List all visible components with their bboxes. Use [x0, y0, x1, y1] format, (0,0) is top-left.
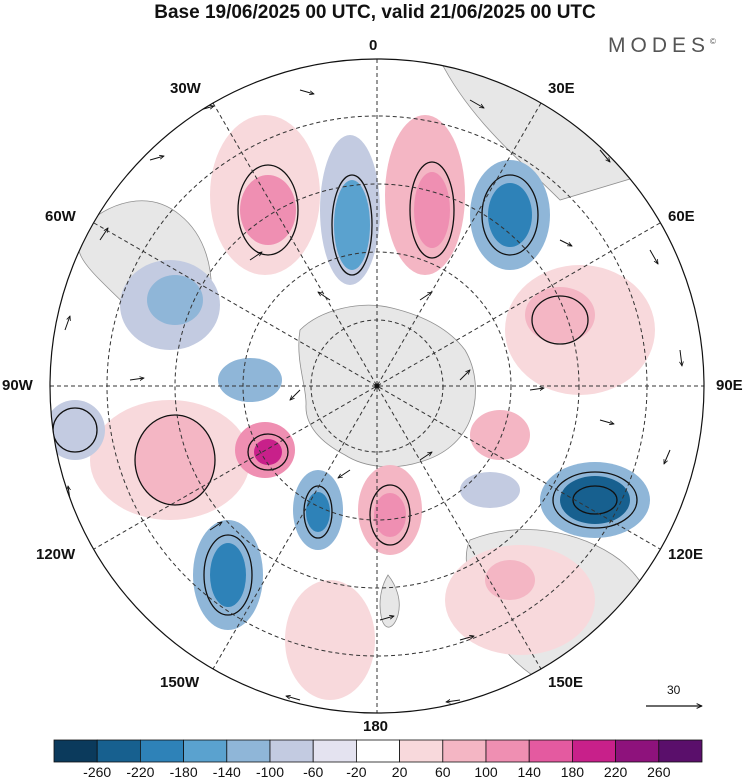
colorbar-swatch — [226, 739, 271, 763]
colorbar-tick-label: 220 — [603, 764, 628, 780]
lon-label-120w: 120W — [36, 546, 76, 563]
colorbar-tick-label: 140 — [517, 764, 541, 780]
lon-label-120e: 120E — [668, 546, 704, 563]
colorbar-swatch — [53, 739, 98, 763]
map-disk — [50, 59, 704, 713]
logo-mark: © — [710, 37, 716, 46]
colorbar-tick-label: -20 — [346, 764, 367, 780]
lon-label-0: 0 — [369, 37, 378, 54]
colorbar-tick-label: -100 — [255, 764, 285, 780]
lon-label-180: 180 — [363, 718, 389, 735]
lon-label-90w: 90W — [2, 377, 33, 394]
neg-anom — [460, 472, 520, 508]
lon-label-150e: 150E — [548, 674, 584, 691]
pos-anom — [414, 172, 450, 248]
colorbar-tick-label: -220 — [126, 764, 155, 780]
colorbar-tick-label: -60 — [303, 764, 324, 780]
neg-anom — [210, 543, 246, 607]
pos-anom — [240, 175, 296, 245]
logo-text: MODES — [608, 34, 711, 57]
colorbar-tick-label: -260 — [83, 764, 112, 780]
pos-anom — [285, 580, 375, 700]
neg-anom — [306, 492, 330, 532]
colorbar-swatch — [615, 739, 660, 763]
colorbar-swatch — [658, 739, 703, 763]
pos-anom — [135, 415, 215, 505]
colorbar-swatch — [442, 739, 487, 763]
colorbar-swatch — [269, 739, 314, 763]
colorbar-tick-label: 20 — [391, 764, 408, 780]
colorbar-swatch — [96, 739, 141, 763]
pos-anom — [470, 410, 530, 460]
pos-anom — [374, 493, 406, 537]
colorbar-swatch — [139, 739, 184, 763]
lon-label-60w: 60W — [45, 208, 76, 225]
map-border — [49, 58, 705, 714]
pos-anom — [445, 545, 595, 655]
lon-label-30w: 30W — [170, 80, 201, 97]
colorbar-tick-label: -140 — [212, 764, 241, 780]
lon-label-90e: 90E — [716, 377, 743, 394]
colorbar-swatch — [399, 739, 444, 763]
colorbar-tick-label: 180 — [560, 764, 585, 780]
colorbar-tick-label: 260 — [647, 764, 671, 780]
colorbar-tick-label: 100 — [474, 764, 498, 780]
reference-vector-label: 30 — [667, 683, 681, 697]
neg-anom — [334, 180, 370, 270]
neg-anom — [218, 358, 282, 402]
neg-anom — [50, 400, 105, 460]
colorbar — [53, 739, 703, 763]
graticule — [50, 59, 704, 713]
neg-anom — [488, 183, 532, 247]
lon-label-60e: 60E — [668, 208, 695, 225]
colorbar-swatch — [485, 739, 530, 763]
colorbar-swatch — [355, 739, 400, 763]
colorbar-swatch — [572, 739, 617, 763]
pos-anom — [485, 560, 535, 600]
colorbar-swatch — [183, 739, 228, 763]
lon-label-150w: 150W — [160, 674, 200, 691]
flow-streamlines — [52, 161, 638, 616]
colorbar-swatch — [528, 739, 573, 763]
colorbar-swatch — [312, 739, 357, 763]
neg-anom — [560, 476, 630, 524]
colorbar-tick-label: -180 — [169, 764, 198, 780]
chart-title: Base 19/06/2025 00 UTC, valid 21/06/2025… — [154, 2, 596, 23]
pos-anom — [254, 439, 282, 465]
modes-logo: MODES© — [608, 34, 716, 58]
colorbar-tick-label: 60 — [435, 764, 451, 780]
lon-label-30e: 30E — [548, 80, 575, 97]
